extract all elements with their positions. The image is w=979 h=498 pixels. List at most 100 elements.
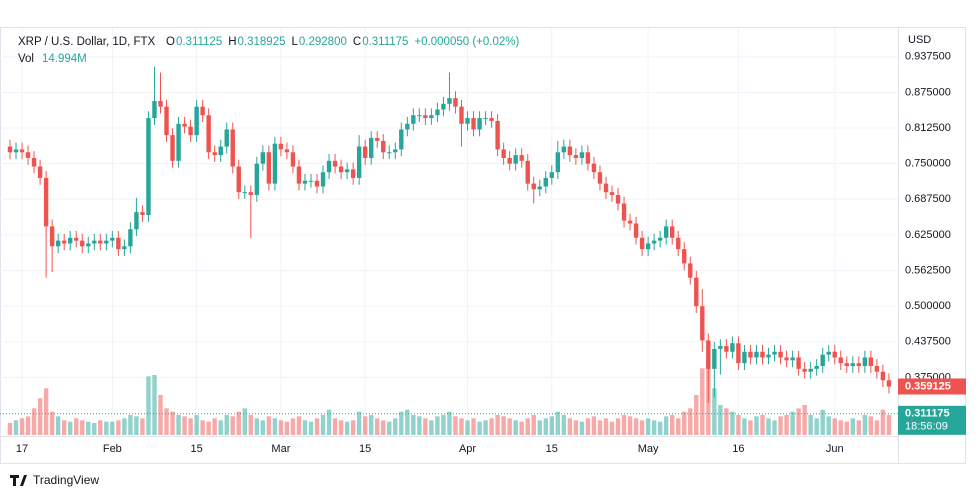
volume-bar: [98, 420, 103, 435]
volume-bar: [826, 416, 831, 435]
y-tick-label: 0.562500: [905, 264, 951, 276]
candle-body: [375, 138, 380, 141]
candle-body: [850, 363, 855, 367]
candle-body: [435, 109, 440, 116]
candle-body: [182, 123, 187, 127]
ohlc-value: 0.311125: [176, 36, 222, 48]
volume-bar: [278, 420, 284, 435]
candle-body: [802, 368, 807, 372]
volume-bar: [290, 418, 296, 435]
volume-bar: [302, 420, 308, 435]
candle-body: [441, 103, 446, 110]
volume-bar: [573, 420, 579, 435]
candle-body: [134, 212, 139, 230]
volume-bar: [272, 418, 278, 435]
countdown: 18:56:09: [905, 421, 948, 433]
candle-body: [838, 357, 843, 364]
candle-body: [874, 366, 880, 372]
volume-bar: [218, 420, 223, 435]
candle-body: [766, 354, 771, 358]
candle-body: [188, 126, 193, 136]
volume-bar: [212, 418, 217, 435]
candle-body: [700, 306, 705, 341]
volume-bar: [230, 416, 235, 435]
candle-body: [730, 343, 735, 352]
volume-bar: [284, 421, 290, 435]
volume-bar: [381, 420, 386, 435]
candle-body: [736, 343, 741, 364]
volume-bar: [591, 416, 597, 435]
candle-body: [760, 351, 765, 358]
candle-body: [639, 237, 645, 250]
volume-bar: [7, 423, 13, 435]
candle-body: [290, 152, 296, 167]
x-tick-label: 15: [546, 443, 558, 455]
volume-bar: [886, 415, 892, 435]
candle-body: [603, 183, 609, 193]
volume-bar: [603, 418, 609, 435]
candle-body: [206, 115, 211, 153]
candle-body: [31, 157, 37, 167]
y-tick-label: 0.500000: [905, 300, 951, 312]
volume-bar: [242, 408, 247, 435]
volume-bar: [483, 420, 488, 435]
volume-bar: [808, 415, 813, 435]
volume-bar: [188, 418, 193, 435]
candle-body: [808, 368, 813, 372]
candle-body: [393, 149, 398, 153]
candle-body: [152, 100, 157, 119]
volume-bar: [411, 415, 416, 435]
candle-body: [826, 351, 831, 355]
volume-bar: [350, 420, 356, 435]
volume-bar: [248, 415, 253, 435]
candle-body: [254, 163, 260, 196]
volume-bar: [176, 415, 181, 435]
volume-bar: [37, 398, 43, 435]
candle-body: [555, 152, 561, 173]
volume-bar: [868, 416, 874, 435]
candle-body: [399, 129, 404, 150]
ohlc-key: C: [353, 36, 361, 48]
candle-body: [501, 149, 506, 158]
candle-body: [453, 98, 458, 107]
volume-bar: [170, 411, 175, 435]
volume-bar: [296, 416, 302, 435]
candle-body: [176, 123, 181, 161]
candle-body: [387, 152, 392, 154]
candle-body: [25, 152, 31, 158]
candle-body: [483, 118, 488, 120]
ohlc-value: 0.311175: [362, 36, 408, 48]
volume-bar: [495, 415, 500, 435]
candle-body: [796, 357, 801, 369]
candle-body: [350, 169, 356, 178]
candle-body: [525, 160, 530, 184]
candle-body: [754, 351, 759, 358]
candle-body: [712, 348, 717, 369]
candle-body: [429, 115, 434, 119]
candle-body: [676, 237, 681, 250]
candle-body: [194, 106, 199, 136]
y-tick-label: 0.812500: [905, 122, 951, 134]
candle-body: [423, 115, 428, 119]
candle-body: [880, 371, 886, 381]
candle-body: [80, 240, 85, 247]
volume-bar: [332, 418, 338, 435]
volume-bar: [814, 418, 819, 435]
volume-bar: [778, 416, 783, 435]
volume-bar: [802, 405, 807, 435]
candle-body: [531, 183, 536, 190]
volume-bar: [194, 415, 199, 435]
volume-bar: [657, 421, 663, 435]
candles: [7, 66, 892, 404]
volume-bar: [555, 411, 561, 435]
candle-body: [459, 106, 464, 124]
candle-body: [844, 363, 849, 367]
volume-bar: [531, 415, 536, 435]
candle-body: [651, 240, 657, 244]
x-tick-label: Feb: [103, 443, 122, 455]
volume-bar: [645, 418, 651, 435]
volume-bar: [639, 420, 645, 435]
volume-bar: [182, 416, 187, 435]
candle-body: [92, 240, 97, 244]
volume-bar: [471, 418, 476, 435]
